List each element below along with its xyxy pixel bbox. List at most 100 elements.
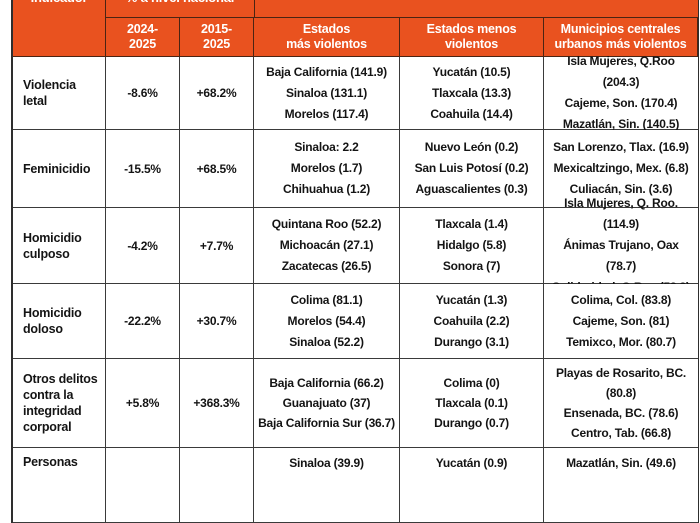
municipalities-cell: San Lorenzo, Tlax. (16.9) Mexicaltzingo,… (544, 130, 698, 208)
header-col-least-violent-states: Estados menos violentos (400, 18, 544, 57)
header-col-label: 2024- (127, 22, 158, 36)
header-states-span-cell (255, 0, 698, 18)
state-value: Sonora (7) (442, 259, 501, 273)
municipality-value: Ensenada, BC. (78.6) (563, 406, 679, 420)
pct-2024-2025-cell (106, 448, 180, 523)
state-value: Guanajuato (37) (282, 396, 371, 410)
municipality-value: Mazatlán, Sin. (49.6) (566, 456, 676, 470)
header-col-2015-2025: 2015- 2025 (180, 18, 254, 57)
state-value: Durango (0.7) (434, 416, 509, 430)
state-value: San Luis Potosí (0.2) (414, 161, 529, 175)
state-value: Tlaxcala (1.4) (435, 217, 508, 231)
header-col-most-violent-states: Estados más violentos (254, 18, 400, 57)
state-value: Nuevo León (0.2) (424, 140, 519, 154)
municipalities-cell: Isla Mujeres, Q. Roo. (114.9) Ánimas Tru… (544, 196, 698, 294)
header-col-label: Estados menos (426, 22, 517, 36)
header-col-label: violentos (444, 37, 499, 51)
header-col-label: Municipios centrales (560, 22, 681, 36)
state-value: Chihuahua (1.2) (282, 182, 370, 196)
header-col-label: más violentos (286, 37, 367, 51)
state-value: Morelos (1.7) (290, 161, 363, 175)
header-sub-row: 2024- 2025 2015- 2025 Estados más violen… (13, 18, 698, 57)
table-row: Homicidio doloso -22.2% +30.7% Colima (8… (13, 284, 698, 359)
most-violent-states-cell: Baja California (66.2) Guanajuato (37) B… (254, 359, 400, 448)
indicator-cell: Homicidio doloso (13, 284, 106, 359)
municipality-value: Cajeme, Son. (170.4) (564, 96, 678, 110)
indicator-cell: Violencia letal (13, 57, 106, 130)
table-row: Personas Sinaloa (39.9) Yucatán (0.9) Ma… (13, 448, 698, 523)
state-value: Baja California Sur (36.7) (258, 416, 395, 430)
state-value: Yucatán (10.5) (432, 64, 511, 79)
pct-2015-2025-cell: +68.5% (180, 130, 254, 208)
municipalities-cell: Playas de Rosarito, BC. (80.8) Ensenada,… (544, 359, 698, 448)
least-violent-states-cell: Yucatán (10.5) Tlaxcala (13.3) Coahuila … (400, 57, 544, 130)
indicator-cell: Otros delitos contra la integridad corpo… (13, 359, 106, 448)
municipality-value: Centro, Tab. (66.8) (571, 426, 671, 440)
pct-2015-2025-cell: +68.2% (180, 57, 254, 130)
state-value: Yucatán (0.9) (435, 456, 508, 470)
state-value: Baja California (66.2) (269, 376, 384, 390)
municipality-value: Culiacán, Sin. (3.6) (569, 182, 673, 196)
pct-2024-2025-cell: -15.5% (106, 130, 180, 208)
municipality-value: Ánimas Trujano, Oax (78.7) (563, 238, 679, 273)
header-col-2024-2025: 2024- 2025 (106, 18, 180, 57)
most-violent-states-cell: Sinaloa: 2.2 Morelos (1.7) Chihuahua (1.… (254, 130, 400, 208)
pct-2015-2025-cell: +7.7% (180, 208, 254, 284)
header-national-cell: % a nivel nacional (106, 0, 255, 18)
state-value: Zacatecas (26.5) (281, 259, 372, 273)
state-value: Hidalgo (5.8) (436, 238, 507, 252)
header-top-row: Indicador % a nivel nacional (13, 0, 698, 18)
table-row: Feminicidio -15.5% +68.5% Sinaloa: 2.2 M… (13, 130, 698, 208)
most-violent-states-cell: Quintana Roo (52.2) Michoacán (27.1) Zac… (254, 208, 400, 284)
most-violent-states-cell: Colima (81.1) Morelos (54.4) Sinaloa (52… (254, 284, 400, 359)
state-value: Morelos (54.4) (287, 313, 366, 328)
header-indicator-merged-cell (13, 18, 106, 57)
indicator-cell: Personas (13, 448, 106, 523)
state-value: Sinaloa (39.9) (289, 456, 364, 470)
state-value: Morelos (117.4) (284, 106, 369, 121)
pct-2015-2025-cell (180, 448, 254, 523)
least-violent-states-cell: Nuevo León (0.2) San Luis Potosí (0.2) A… (400, 130, 544, 208)
indicator-cell: Feminicidio (13, 130, 106, 208)
municipalities-cell: Mazatlán, Sin. (49.6) (544, 448, 698, 523)
state-value: Tlaxcala (0.1) (435, 396, 508, 410)
municipality-value: Playas de Rosarito, BC. (80.8) (555, 366, 687, 400)
header-col-most-violent-municipalities: Municipios centrales urbanos más violent… (544, 18, 698, 57)
municipality-value: Mazatlán, Sin. (140.5) (562, 117, 680, 131)
header-col-label: Estados (302, 22, 351, 36)
state-value: Colima (0) (443, 376, 500, 390)
state-value: Sinaloa (131.1) (285, 85, 368, 100)
state-value: Quintana Roo (52.2) (271, 217, 382, 231)
indicator-cell: Homicidio culposo (13, 208, 106, 284)
municipalities-cell: Isla Mujeres, Q.Roo (204.3) Cajeme, Son.… (544, 54, 698, 131)
state-value: Aguascalientes (0.3) (415, 182, 528, 196)
header-col-label: 2025 (128, 37, 156, 51)
state-value: Michoacán (27.1) (279, 238, 374, 252)
least-violent-states-cell: Tlaxcala (1.4) Hidalgo (5.8) Sonora (7) (400, 208, 544, 284)
state-value: Coahuila (2.2) (433, 313, 510, 328)
municipalities-cell: Colima, Col. (83.8) Cajeme, Son. (81) Te… (544, 284, 698, 359)
municipality-value: Colima, Col. (83.8) (570, 292, 672, 307)
least-violent-states-cell: Yucatán (0.9) (400, 448, 544, 523)
least-violent-states-cell: Yucatán (1.3) Coahuila (2.2) Durango (3.… (400, 284, 544, 359)
state-value: Tlaxcala (13.3) (431, 85, 512, 100)
state-value: Durango (3.1) (434, 334, 509, 349)
pct-2024-2025-cell: +5.8% (106, 359, 180, 448)
pct-2015-2025-cell: +30.7% (180, 284, 254, 359)
municipality-value: Mexicaltzingo, Mex. (6.8) (553, 161, 689, 175)
table-row: Violencia letal -8.6% +68.2% Baja Califo… (13, 54, 698, 131)
table-row: Otros delitos contra la integridad corpo… (13, 359, 698, 448)
state-value: Coahuila (14.4) (430, 106, 513, 121)
municipality-value: Cajeme, Son. (81) (572, 313, 670, 328)
header-national-label: % a nivel nacional (106, 0, 254, 6)
pct-2024-2025-cell: -22.2% (106, 284, 180, 359)
pct-2024-2025-cell: -4.2% (106, 208, 180, 284)
table-row: Homicidio culposo -4.2% +7.7% Quintana R… (13, 196, 698, 294)
pct-2024-2025-cell: -8.6% (106, 57, 180, 130)
most-violent-states-cell: Sinaloa (39.9) (254, 448, 400, 523)
header-col-label: 2015- (201, 22, 232, 36)
table-header: Indicador % a nivel nacional 2024- 2025 … (13, 0, 698, 57)
municipality-value: Temixco, Mor. (80.7) (566, 334, 676, 349)
header-col-label: urbanos más violentos (554, 37, 687, 51)
crime-indicators-table: Indicador % a nivel nacional 2024- 2025 … (11, 0, 699, 523)
